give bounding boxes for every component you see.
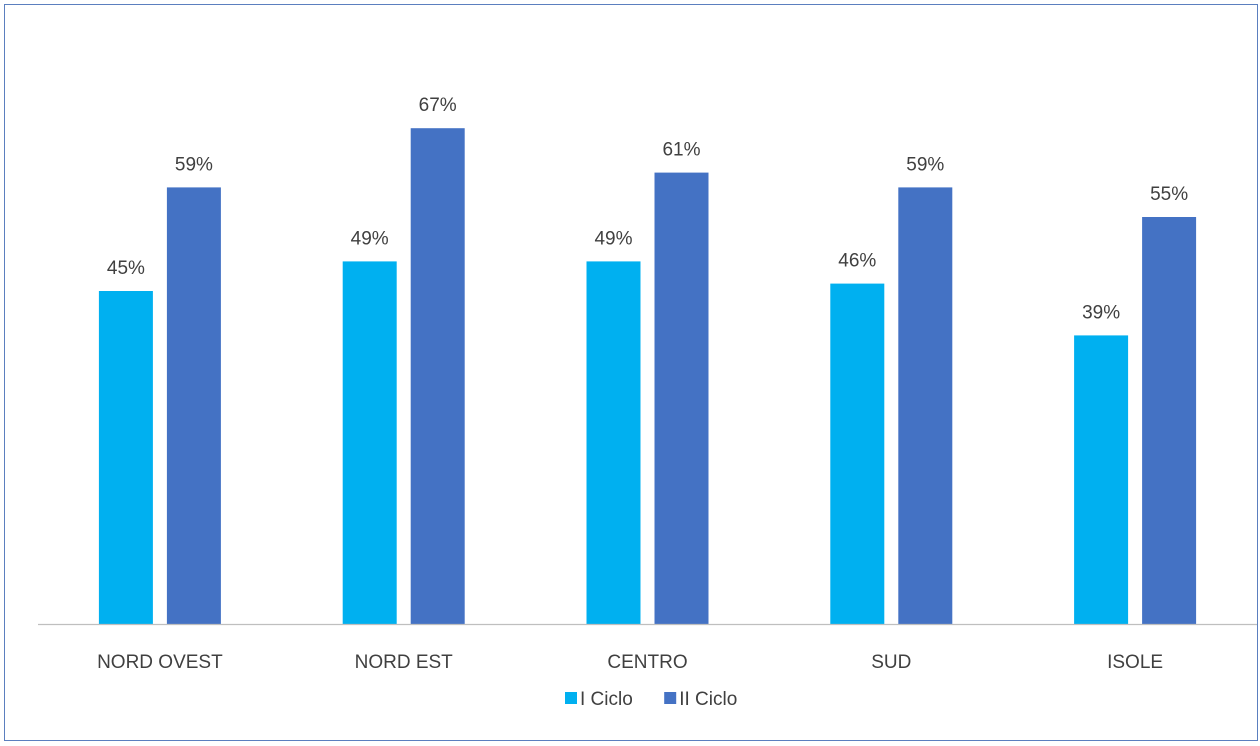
bar-chart: 45% 59% 49% 67% 49% 61% 46% 59% 39% 55% NORD OVES… xyxy=(38,95,1257,710)
x-tick-label: NORD EST xyxy=(355,652,454,673)
bar-ii-ciclo-centro xyxy=(654,172,709,624)
bar-ii-ciclo-sud xyxy=(898,187,953,624)
legend-label-i-ciclo: I Ciclo xyxy=(580,689,633,710)
data-label: 49% xyxy=(351,228,389,249)
bar-i-ciclo-nord-est xyxy=(342,261,397,624)
data-label: 59% xyxy=(906,154,944,175)
bars-layer xyxy=(98,128,1197,624)
data-label: 49% xyxy=(594,228,632,249)
x-tick-label: ISOLE xyxy=(1107,652,1163,673)
data-label: 59% xyxy=(175,154,213,175)
chart-frame: 45% 59% 49% 67% 49% 61% 46% 59% 39% 55% NORD OVES… xyxy=(4,4,1258,741)
bar-i-ciclo-isole xyxy=(1074,335,1129,624)
bar-ii-ciclo-isole xyxy=(1142,217,1197,624)
legend-swatch-ii-ciclo xyxy=(664,692,677,704)
bar-i-ciclo-centro xyxy=(586,261,641,624)
legend-swatch-i-ciclo xyxy=(565,692,577,704)
data-label: 55% xyxy=(1150,184,1188,205)
data-label: 39% xyxy=(1082,302,1120,323)
data-label: 45% xyxy=(107,258,145,279)
data-label: 46% xyxy=(838,251,876,272)
data-label: 61% xyxy=(662,140,700,161)
legend: I Ciclo II Ciclo xyxy=(565,689,737,710)
x-tick-label: NORD OVEST xyxy=(97,652,223,673)
legend-label-ii-ciclo: II Ciclo xyxy=(679,689,737,710)
bar-ii-ciclo-nord-ovest xyxy=(166,187,221,624)
bar-ii-ciclo-nord-est xyxy=(410,128,465,624)
x-tick-label: SUD xyxy=(871,652,911,673)
data-label: 67% xyxy=(419,95,457,116)
data-labels-layer: 45% 59% 49% 67% 49% 61% 46% 59% 39% 55% xyxy=(107,95,1188,323)
bar-i-ciclo-nord-ovest xyxy=(98,291,153,624)
x-tick-labels-layer: NORD OVEST NORD EST CENTRO SUD ISOLE xyxy=(97,652,1163,673)
x-tick-label: CENTRO xyxy=(607,652,687,673)
bar-i-ciclo-sud xyxy=(830,283,885,624)
